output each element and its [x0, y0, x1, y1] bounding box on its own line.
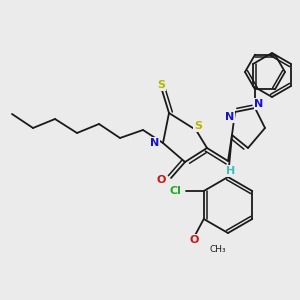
- Text: H: H: [226, 166, 236, 176]
- Text: Cl: Cl: [170, 186, 182, 196]
- Text: N: N: [225, 112, 235, 122]
- Text: O: O: [156, 175, 166, 185]
- Text: N: N: [254, 99, 264, 109]
- Text: N: N: [150, 138, 160, 148]
- Text: CH₃: CH₃: [210, 245, 226, 254]
- Text: S: S: [194, 121, 202, 131]
- Text: O: O: [189, 235, 198, 245]
- Text: S: S: [157, 80, 165, 90]
